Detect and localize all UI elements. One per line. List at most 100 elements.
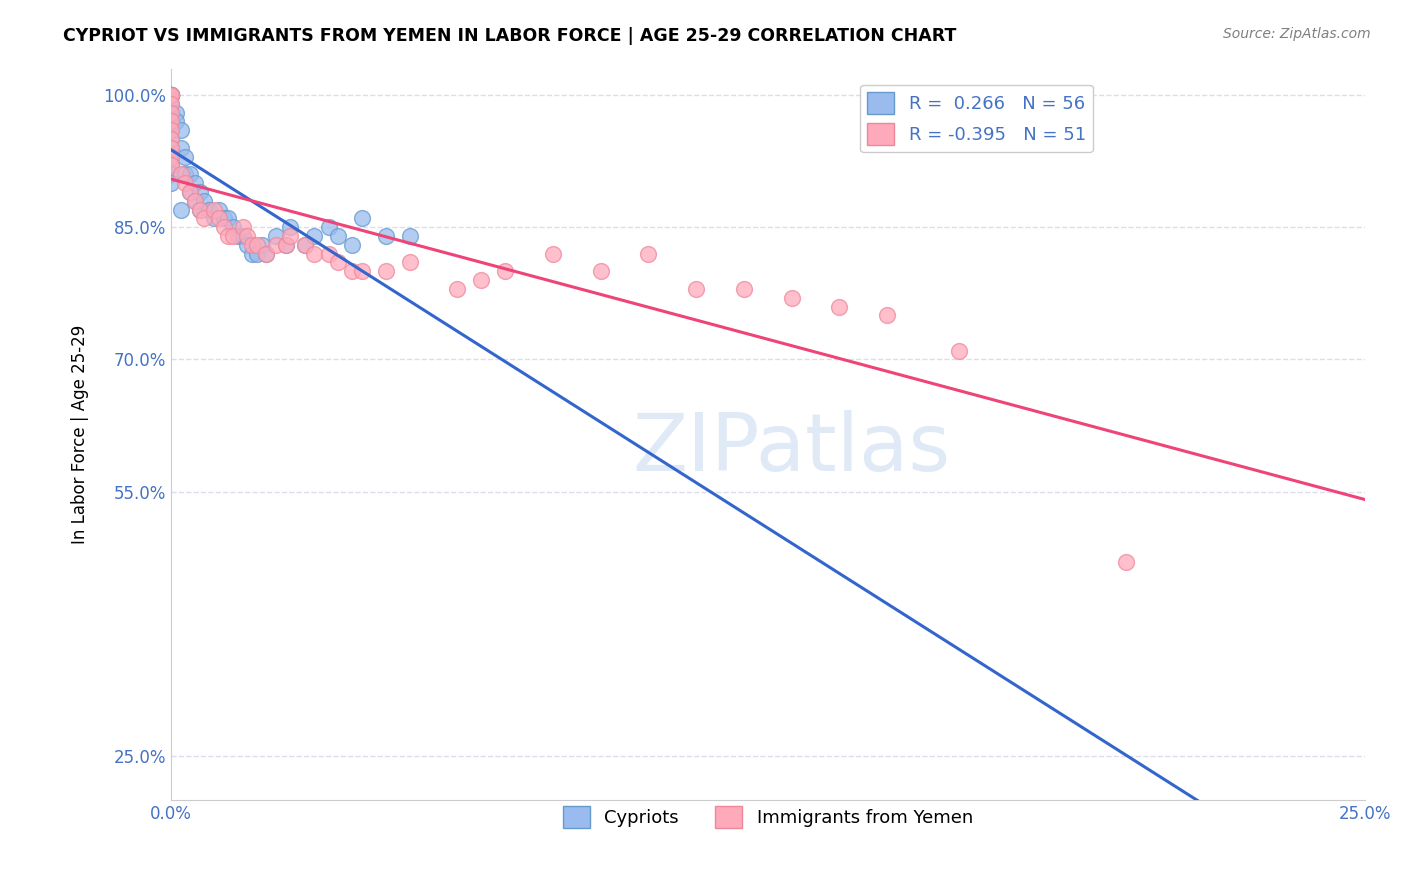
Point [179,185,201,199]
Point [685,282,707,296]
Point [174,167,197,181]
Point [174,150,197,164]
Point [246,246,269,260]
Point [342,264,364,278]
Point [160,87,183,102]
Point [160,87,183,102]
Point [160,150,183,164]
Point [274,237,297,252]
Point [212,211,235,226]
Point [169,123,191,137]
Point [208,211,231,226]
Point [202,202,225,217]
Point [318,246,340,260]
Point [160,87,183,102]
Point [160,132,183,146]
Point [188,185,211,199]
Point [494,264,516,278]
Point [541,246,564,260]
Point [876,309,898,323]
Point [217,229,239,244]
Point [240,237,263,252]
Point [160,87,183,102]
Point [326,255,349,269]
Point [160,87,183,102]
Point [198,202,221,217]
Point [193,211,215,226]
Point [208,202,231,217]
Point [470,273,492,287]
Text: ZIPatlas: ZIPatlas [633,410,950,488]
Point [188,202,211,217]
Point [398,229,420,244]
Point [637,246,659,260]
Point [160,150,183,164]
Point [160,159,183,173]
Point [212,220,235,235]
Point [160,123,183,137]
Point [169,167,191,181]
Point [250,237,273,252]
Point [165,114,187,128]
Point [160,87,183,102]
Point [188,202,211,217]
Point [294,237,316,252]
Point [169,202,191,217]
Point [350,211,373,226]
Point [264,237,287,252]
Legend: Cypriots, Immigrants from Yemen: Cypriots, Immigrants from Yemen [555,798,980,835]
Point [446,282,468,296]
Point [202,211,225,226]
Point [264,229,287,244]
Point [160,132,183,146]
Point [226,229,249,244]
Point [374,264,396,278]
Point [398,255,420,269]
Point [160,167,183,181]
Point [280,220,302,235]
Point [165,105,187,120]
Point [780,291,803,305]
Point [160,87,183,102]
Point [160,87,183,102]
Point [160,141,183,155]
Point [232,220,254,235]
Point [222,229,245,244]
Text: CYPRIOT VS IMMIGRANTS FROM YEMEN IN LABOR FORCE | AGE 25-29 CORRELATION CHART: CYPRIOT VS IMMIGRANTS FROM YEMEN IN LABO… [63,27,956,45]
Point [160,123,183,137]
Point [232,229,254,244]
Point [160,105,183,120]
Point [160,105,183,120]
Point [179,185,201,199]
Point [274,237,297,252]
Point [828,300,851,314]
Point [217,211,239,226]
Point [174,176,197,190]
Point [160,114,183,128]
Point [160,141,183,155]
Point [160,96,183,111]
Point [160,96,183,111]
Point [304,229,326,244]
Point [160,159,183,173]
Point [240,246,263,260]
Point [184,194,207,208]
Point [256,246,278,260]
Point [733,282,755,296]
Point [374,229,396,244]
Point [318,220,340,235]
Point [236,237,259,252]
Point [160,87,183,102]
Point [169,141,191,155]
Point [246,237,269,252]
Point [342,237,364,252]
Point [193,194,215,208]
Point [160,176,183,190]
Point [326,229,349,244]
Point [160,87,183,102]
Point [294,237,316,252]
Point [179,167,201,181]
Point [1115,555,1137,569]
Point [184,194,207,208]
Point [236,229,259,244]
